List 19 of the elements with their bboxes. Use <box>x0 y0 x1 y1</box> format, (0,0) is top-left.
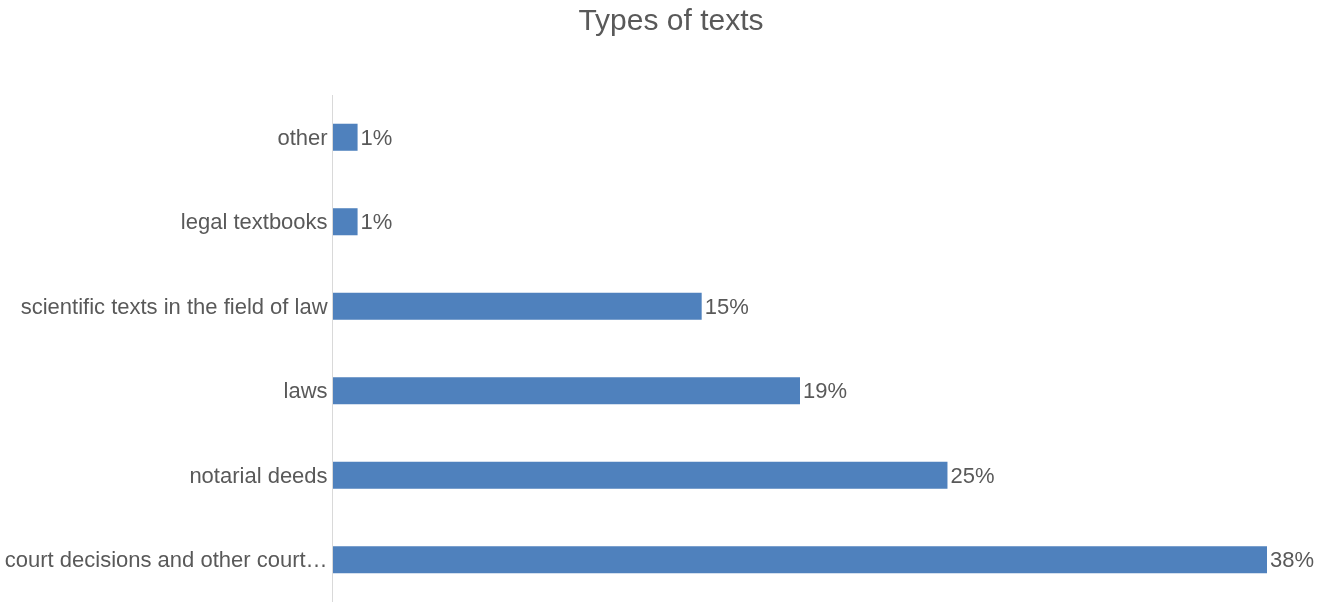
bar <box>333 377 800 405</box>
y-tick-label: laws <box>283 378 328 404</box>
y-tick-label: scientific texts in the field of law <box>20 293 328 319</box>
bar <box>333 123 358 151</box>
data-label: 1% <box>360 124 393 150</box>
data-label: 1% <box>360 209 393 235</box>
data-label: 38% <box>1270 547 1315 573</box>
bar <box>333 208 358 236</box>
y-tick-label: other <box>277 124 328 150</box>
y-tick-label: court decisions and other court… <box>4 547 328 573</box>
y-tick-label: notarial deeds <box>189 462 328 488</box>
bar <box>333 461 948 489</box>
data-label: 19% <box>803 378 848 404</box>
bar <box>333 292 702 320</box>
chart-title: Types of texts <box>578 3 764 37</box>
data-label: 25% <box>950 462 995 488</box>
data-label: 15% <box>704 293 749 319</box>
bar <box>333 546 1267 574</box>
y-tick-label: legal textbooks <box>180 209 328 235</box>
